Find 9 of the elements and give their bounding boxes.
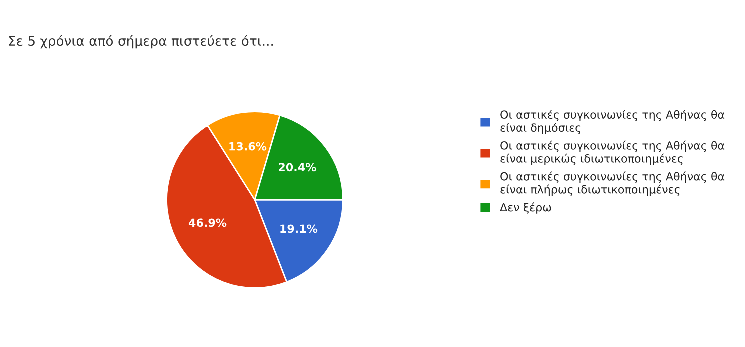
legend-label: Οι αστικές συγκοινωνίες της Αθήνας θα είναι μερικώς ιδιωτικοποιημένες — [500, 140, 725, 166]
data-label: 13.6% — [230, 142, 267, 151]
data-label: 20.4% — [279, 163, 316, 172]
data-label: 46.9% — [188, 218, 227, 228]
legend-label: Οι αστικές συγκοινωνίες της Αθήνας θα είναι πλήρως ιδιωτικοποιημένες — [500, 172, 725, 196]
legend-label: Οι αστικές συγκοινωνίες της Αθήνας θα είναι δημόσιες — [500, 110, 725, 134]
legend-label: Δεν ξέρω — [500, 202, 552, 214]
chart-title: Σε 5 χρόνια από σήμερα πιστεύετε ότι... — [9, 35, 273, 49]
data-label: 19.1% — [280, 224, 318, 234]
